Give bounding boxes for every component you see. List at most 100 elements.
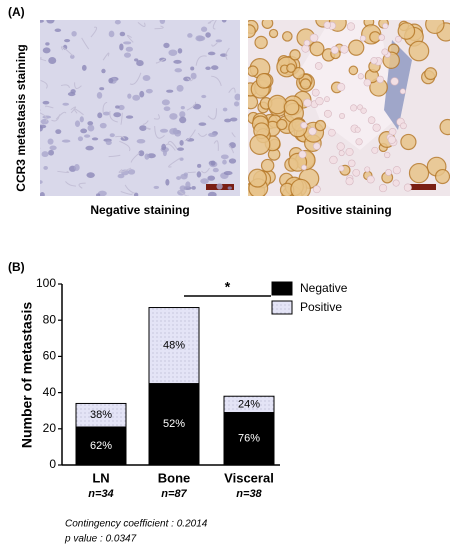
stained-cell — [289, 49, 301, 61]
cell-border — [130, 152, 140, 163]
cell-border — [195, 55, 207, 66]
nucleus — [74, 120, 81, 127]
nucleus — [40, 180, 43, 184]
nucleus — [179, 116, 187, 124]
nucleus — [125, 115, 134, 119]
stained-cell — [400, 133, 417, 151]
stained-cell — [268, 28, 279, 39]
nucleus — [222, 107, 228, 112]
nucleus — [64, 39, 71, 43]
nucleus — [61, 139, 71, 143]
erythrocyte — [354, 126, 361, 133]
bar-segment — [148, 383, 200, 466]
nucleus — [161, 99, 170, 106]
erythrocyte — [366, 175, 375, 184]
nucleus — [205, 32, 211, 38]
erythrocyte — [376, 75, 384, 84]
nucleus — [139, 125, 147, 131]
cell-border — [40, 111, 41, 113]
y-tick-label: 20 — [43, 421, 57, 435]
nucleus — [159, 128, 169, 133]
stained-cell — [283, 99, 300, 116]
erythrocyte — [309, 33, 319, 43]
cell-border — [201, 167, 210, 174]
nucleus — [115, 105, 120, 109]
stained-cell — [348, 39, 365, 56]
annotation: Contingency coefficient : 0.2014 — [65, 519, 208, 530]
legend-swatch — [271, 300, 293, 315]
erythrocyte — [329, 155, 338, 165]
nucleus — [47, 138, 54, 145]
nucleus — [196, 35, 206, 41]
erythrocyte — [339, 113, 346, 119]
nucleus — [145, 88, 153, 94]
nucleus — [102, 111, 111, 116]
legend-swatch — [271, 281, 293, 296]
y-axis-label: Number of metastasis — [19, 302, 35, 448]
panel-label: (B) — [8, 260, 25, 274]
micrograph-negative — [40, 20, 240, 196]
stained-cell — [425, 20, 445, 35]
nucleus — [201, 94, 207, 99]
nucleus — [109, 133, 115, 138]
cell-border — [145, 127, 151, 131]
cell-border — [168, 157, 181, 168]
nucleus — [136, 138, 146, 144]
nucleus — [105, 140, 112, 146]
sample-size: n=38 — [236, 488, 262, 500]
cell-border — [129, 72, 142, 85]
nucleus — [197, 163, 202, 168]
nucleus — [192, 103, 202, 110]
stained-cell — [424, 67, 438, 81]
erythrocyte — [303, 98, 312, 108]
erythrocyte — [300, 121, 308, 129]
nucleus — [40, 118, 49, 125]
erythrocyte — [359, 35, 367, 42]
cell-border — [78, 182, 86, 189]
stained-cell — [290, 178, 311, 196]
y-tick-label: 100 — [36, 276, 56, 290]
nucleus — [211, 65, 219, 70]
cell-border — [40, 147, 41, 149]
cell-border — [45, 105, 54, 109]
x-tick-label: LN — [92, 470, 109, 485]
erythrocyte — [301, 164, 307, 171]
erythrocyte — [392, 166, 401, 175]
cell-border — [81, 37, 90, 50]
nucleus — [185, 181, 191, 189]
stained-cell — [397, 22, 416, 40]
annotation: p value : 0.0347 — [64, 534, 137, 545]
nucleus — [228, 158, 237, 164]
nucleus — [174, 68, 183, 73]
nucleus — [99, 122, 107, 129]
nucleus — [40, 124, 47, 129]
cell-border — [40, 79, 48, 89]
nucleus — [172, 127, 178, 135]
erythrocyte — [346, 22, 356, 31]
erythrocyte — [390, 77, 399, 86]
erythrocyte — [303, 39, 311, 47]
cell-border — [211, 75, 222, 86]
nucleus — [207, 51, 216, 56]
cell-border — [124, 184, 136, 194]
nucleus — [136, 60, 144, 67]
nucleus — [99, 87, 105, 91]
bar-segment — [148, 307, 200, 385]
erythrocyte — [381, 48, 389, 56]
cell-border — [108, 154, 121, 158]
nucleus — [142, 74, 151, 81]
cell-border — [212, 20, 217, 30]
erythrocyte — [395, 35, 402, 43]
image-caption: Negative staining — [90, 203, 189, 217]
cell-border — [231, 132, 236, 138]
stained-cell — [309, 41, 325, 57]
nucleus — [163, 42, 170, 49]
erythrocyte — [348, 159, 356, 168]
erythrocyte — [312, 185, 321, 194]
x-tick-label: Bone — [158, 470, 191, 485]
nucleus — [96, 193, 101, 196]
cell-border — [154, 25, 164, 30]
nucleus — [173, 59, 182, 64]
nucleus — [200, 178, 209, 184]
bar-segment — [75, 402, 127, 428]
